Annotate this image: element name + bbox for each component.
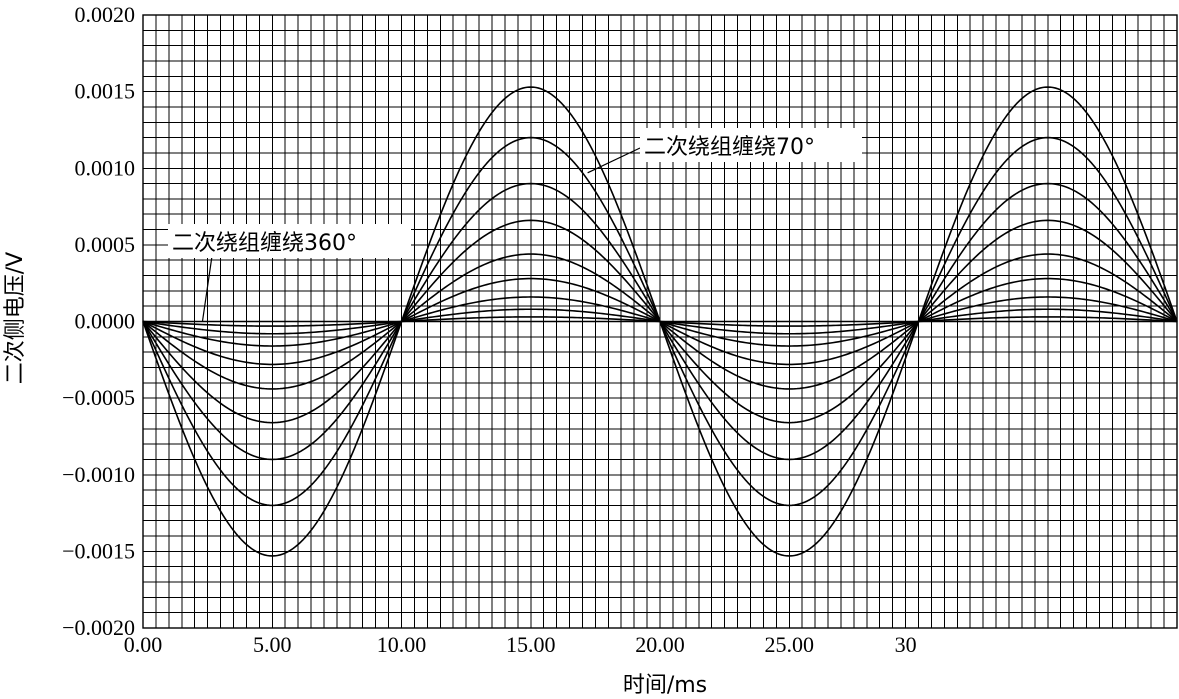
y-tick-label: −0.0015 (62, 538, 135, 563)
annotation-360: 二次绕组缠绕360° (168, 224, 411, 322)
y-tick-label: 0.0015 (75, 79, 136, 104)
y-tick-label: −0.0005 (62, 385, 135, 410)
series-layer (142, 86, 1178, 557)
x-tick-label: 20.00 (635, 632, 685, 657)
x-axis-title: 时间/ms (623, 673, 707, 698)
y-tick-label: 0.0020 (75, 2, 136, 27)
y-tick-label: 0.0000 (75, 309, 136, 334)
y-tick-label: −0.0020 (62, 615, 135, 640)
x-tick-label: 15.00 (506, 632, 556, 657)
x-tick-label: 5.00 (253, 632, 292, 657)
annotation-70-label: 二次绕组缠绕70° (644, 135, 815, 160)
annotation-360-background (168, 224, 411, 258)
annotation-70-background (640, 128, 862, 162)
y-tick-label: −0.0010 (62, 462, 135, 487)
x-tick-label: 25.00 (765, 632, 815, 657)
y-tick-label: 0.0005 (75, 232, 136, 257)
x-tick-labels: 0.00 5.00 10.00 15.00 20.00 25.00 30 (124, 632, 917, 657)
y-tick-labels: 0.0020 0.0015 0.0010 0.0005 0.0000 −0.0005 −0.… (62, 2, 135, 640)
y-tick-label: 0.0010 (75, 155, 136, 180)
y-axis-title: 二次侧电压/V (3, 252, 28, 384)
annotation-360-leader (201, 255, 213, 322)
x-tick-label: 10.00 (377, 632, 427, 657)
annotation-70-leader (587, 147, 641, 174)
x-tick-label: 0.00 (124, 632, 163, 657)
annotation-70: 二次绕组缠绕70° (587, 128, 862, 174)
annotation-360-label: 二次绕组缠绕360° (172, 231, 357, 256)
x-tick-label: 30 (895, 632, 917, 657)
